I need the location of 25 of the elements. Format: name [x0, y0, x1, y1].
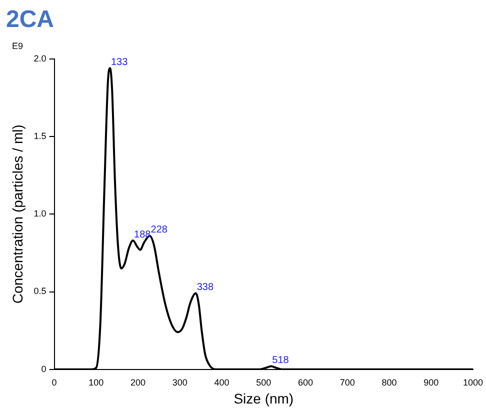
annotation: 518 — [272, 355, 290, 366]
y-tick-label: 1.5 — [34, 130, 46, 141]
annotation: 188 — [134, 229, 152, 240]
annotation: 228 — [150, 224, 168, 236]
y-axis-title: Concentration (particles / ml) — [9, 124, 26, 304]
y-tick-label: 0 — [41, 364, 46, 374]
x-tick-label: 700 — [340, 377, 355, 388]
chart-title: 2CA — [6, 6, 54, 34]
x-tick-label: 500 — [256, 377, 272, 388]
y-tick-label: 1.0 — [34, 208, 46, 219]
x-tick-label: 1000 — [462, 377, 484, 388]
annotation: 133 — [110, 56, 128, 68]
x-tick-label: 100 — [88, 377, 104, 388]
y-tick-label: 2.0 — [34, 53, 46, 64]
x-axis-title: Size (nm) — [234, 390, 294, 406]
y-tick-label: 0.5 — [34, 286, 46, 296]
x-tick-label: 800 — [382, 377, 397, 388]
text: E9 — [12, 40, 24, 51]
x-tick-label: 0 — [52, 377, 57, 388]
x-tick-label: 900 — [424, 377, 439, 388]
x-tick-label: 300 — [172, 377, 188, 388]
x-tick-label: 600 — [298, 377, 314, 388]
x-tick-label: 200 — [130, 377, 146, 388]
x-tick-label: 400 — [214, 377, 230, 388]
annotation: 338 — [196, 282, 214, 294]
